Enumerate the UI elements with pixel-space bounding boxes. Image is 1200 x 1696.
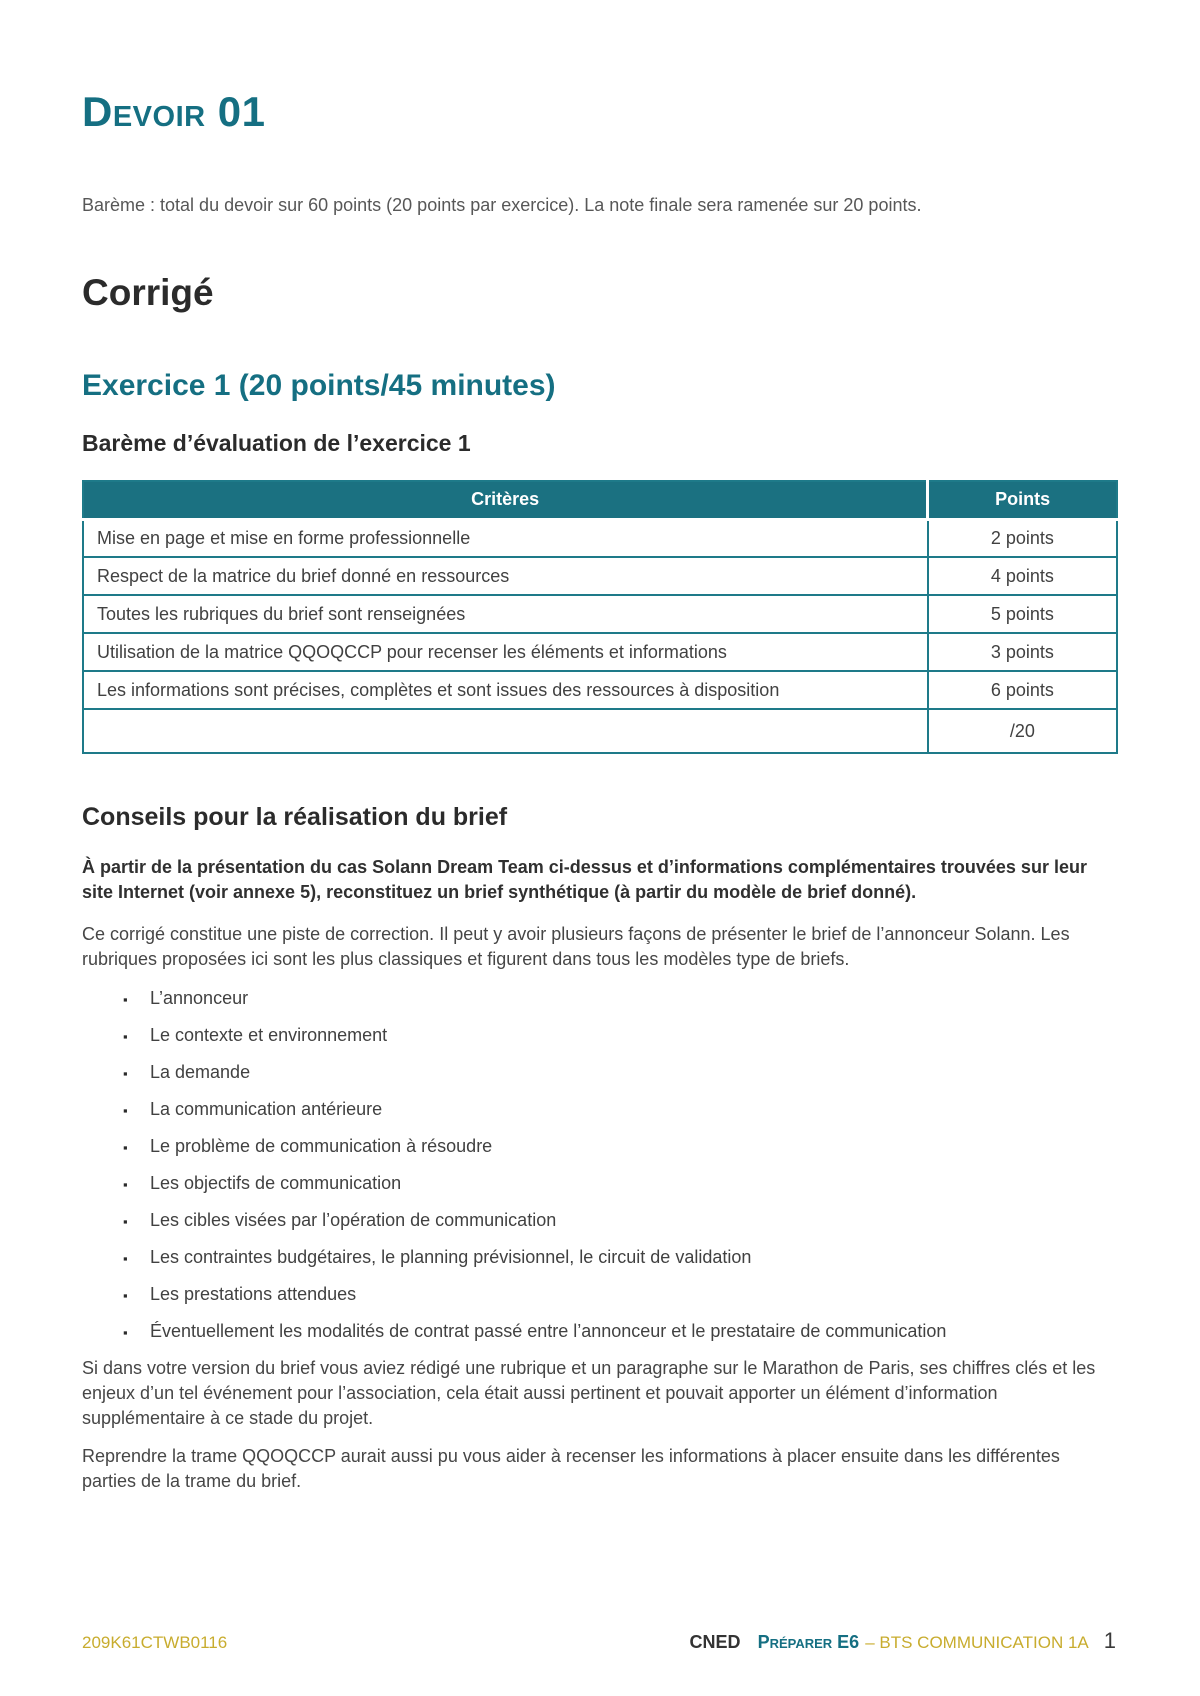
square-bullet-icon: ▪: [123, 1251, 128, 1266]
table-total-row: /20: [82, 708, 1119, 754]
conseils-paragraph-2: Si dans votre version du brief vous avie…: [82, 1358, 1096, 1428]
table-row: Toutes les rubriques du brief sont rense…: [82, 594, 1119, 634]
list-item-text: Le contexte et environnement: [150, 1025, 388, 1045]
list-item: ▪ Le contexte et environnement: [82, 1023, 1118, 1048]
square-bullet-icon: ▪: [123, 1103, 128, 1118]
list-item: ▪ Le problème de communication à résoudre: [82, 1134, 1118, 1159]
points-cell: 3 points: [926, 632, 1119, 672]
conseils-paragraph-1: Ce corrigé constitue une piste de correc…: [82, 924, 1070, 969]
course-prefix: Préparer: [757, 1632, 833, 1652]
course-code: E6: [837, 1632, 860, 1652]
square-bullet-icon: ▪: [123, 1177, 128, 1192]
points-cell: 6 points: [926, 670, 1119, 710]
footer-course-info: CNED Préparer E6 – BTS COMMUNICATION 1A 1: [690, 1628, 1116, 1654]
table-row: Utilisation de la matrice QQOQCCP pour r…: [82, 632, 1119, 672]
list-item: ▪ L’annonceur: [82, 986, 1118, 1011]
list-item: ▪ La demande: [82, 1060, 1118, 1085]
table-header-row: Critères Points: [82, 480, 1119, 521]
points-cell: 4 points: [926, 556, 1119, 596]
square-bullet-icon: ▪: [123, 1029, 128, 1044]
list-item-text: Éventuellement les modalités de contrat …: [150, 1321, 947, 1341]
list-item: ▪ Éventuellement les modalités de contrat…: [82, 1319, 1118, 1344]
column-header-criteres: Critères: [82, 480, 930, 521]
list-item-text: Le problème de communication à résoudre: [150, 1136, 493, 1156]
list-item: ▪ La communication antérieure: [82, 1097, 1118, 1122]
table-row: Les informations sont précises, complète…: [82, 670, 1119, 710]
table-row: Respect de la matrice du brief donné en …: [82, 556, 1119, 596]
page-footer: 209K61CTWB0116 CNED Préparer E6 – BTS COM…: [82, 1628, 1116, 1654]
criteria-cell: Utilisation de la matrice QQOQCCP pour r…: [82, 632, 929, 672]
total-points-cell: /20: [926, 708, 1119, 754]
criteria-cell-empty: [82, 708, 929, 754]
square-bullet-icon: ▪: [123, 1325, 128, 1340]
square-bullet-icon: ▪: [123, 1140, 128, 1155]
page-number: 1: [1103, 1628, 1116, 1653]
conseils-intro-bold: À partir de la présentation du cas Solan…: [82, 857, 1087, 902]
points-cell: 5 points: [926, 594, 1119, 634]
corrige-heading: Corrigé: [82, 272, 214, 313]
list-item-text: La communication antérieure: [150, 1099, 383, 1119]
square-bullet-icon: ▪: [123, 992, 128, 1007]
square-bullet-icon: ▪: [123, 1066, 128, 1081]
conseils-paragraph-3: Reprendre la trame QQOQCCP aurait aussi …: [82, 1446, 1060, 1491]
points-cell: 2 points: [926, 518, 1119, 558]
exercice-1-heading: Exercice 1 (20 points/45 minutes): [82, 369, 556, 402]
list-item-text: Les prestations attendues: [150, 1284, 357, 1304]
list-item-text: Les cibles visées par l’opération de com…: [150, 1210, 557, 1230]
criteria-cell: Respect de la matrice du brief donné en …: [82, 556, 929, 596]
page-title: Devoir 01: [82, 88, 266, 135]
list-item: ▪ Les prestations attendues: [82, 1282, 1118, 1307]
column-header-points: Points: [926, 480, 1119, 521]
square-bullet-icon: ▪: [123, 1214, 128, 1229]
course-label: Préparer E6: [758, 1632, 860, 1653]
document-code: 209K61CTWB0116: [82, 1633, 228, 1652]
square-bullet-icon: ▪: [123, 1288, 128, 1303]
criteria-cell: Les informations sont précises, complète…: [82, 670, 929, 710]
criteria-cell: Mise en page et mise en forme profession…: [82, 518, 929, 558]
bareme-note: Barème : total du devoir sur 60 points (…: [82, 195, 922, 215]
cned-brand-text: CNED: [689, 1632, 741, 1652]
list-item: ▪ Les objectifs de communication: [82, 1171, 1118, 1196]
list-item-text: Les contraintes budgétaires, le planning…: [150, 1247, 752, 1267]
table-row: Mise en page et mise en forme profession…: [82, 518, 1119, 558]
list-item-text: Les objectifs de communication: [150, 1173, 402, 1193]
list-item: ▪ Les cibles visées par l’opération de co…: [82, 1208, 1118, 1233]
list-item-text: L’annonceur: [150, 988, 249, 1008]
brief-sections-list: ▪ L’annonceur ▪ Le contexte et environneme…: [82, 986, 1118, 1344]
page-content: Devoir 01 Barème : total du devoir sur 6…: [82, 88, 1119, 1491]
conseils-heading: Conseils pour la réalisation du brief: [82, 803, 508, 831]
list-item: ▪ Les contraintes budgétaires, le plannin…: [82, 1245, 1118, 1270]
criteria-cell: Toutes les rubriques du brief sont rense…: [82, 594, 929, 634]
course-suffix: – BTS COMMUNICATION 1A: [865, 1633, 1089, 1652]
list-item-text: La demande: [150, 1062, 251, 1082]
evaluation-criteria-table: Critères Points Mise en page et mise en …: [82, 480, 1119, 754]
bareme-evaluation-heading: Barème d’évaluation de l’exercice 1: [82, 430, 471, 456]
